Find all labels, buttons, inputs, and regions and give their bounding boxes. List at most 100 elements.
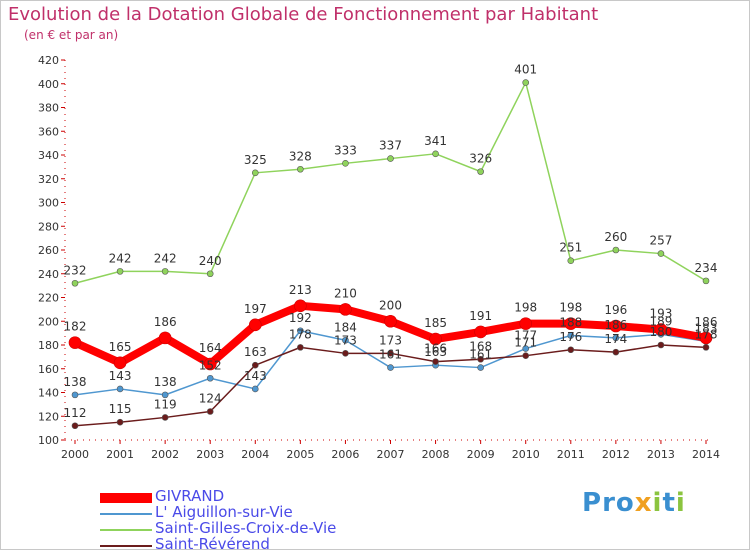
data-point-l-aiguillon-sur-vie	[342, 336, 349, 344]
data-label-saint-gilles-croix-de-vie: 326	[469, 152, 492, 166]
data-point-saint-gilles-croix-de-vie	[612, 246, 620, 254]
legend-swatch	[100, 513, 152, 515]
x-tick-label: 2009	[467, 448, 495, 461]
data-label-givrand: 165	[109, 340, 132, 354]
data-label-l-aiguillon-sur-vie: 152	[199, 358, 222, 372]
data-point-givrand	[564, 317, 578, 330]
data-label-saint-r-v-rend: 176	[559, 330, 582, 344]
data-point-saint-r-v-rend	[702, 344, 710, 351]
data-point-givrand	[294, 299, 307, 313]
x-tick-label: 2008	[422, 448, 450, 461]
data-point-saint-gilles-croix-de-vie	[522, 79, 530, 86]
data-label-givrand: 200	[379, 298, 402, 312]
x-tick-label: 2011	[557, 448, 585, 461]
x-tick-label: 2013	[647, 448, 675, 461]
data-point-saint-r-v-rend	[116, 418, 124, 426]
data-label-saint-gilles-croix-de-vie: 234	[695, 261, 718, 275]
data-label-saint-gilles-croix-de-vie: 325	[244, 153, 267, 167]
data-label-l-aiguillon-sur-vie: 161	[469, 348, 492, 362]
data-point-l-aiguillon-sur-vie	[297, 327, 304, 335]
data-point-saint-gilles-croix-de-vie	[432, 150, 439, 158]
x-tick-label: 2005	[286, 448, 314, 461]
data-label-givrand: 210	[334, 286, 357, 300]
x-tick-label: 2007	[377, 448, 405, 461]
data-point-saint-gilles-croix-de-vie	[116, 268, 124, 275]
logo-letter: r	[602, 488, 616, 518]
y-tick-label: 100	[38, 434, 59, 447]
data-label-saint-gilles-croix-de-vie: 242	[109, 251, 132, 265]
x-tick-label: 2014	[692, 448, 720, 461]
data-point-saint-gilles-croix-de-vie	[567, 257, 575, 264]
data-point-saint-r-v-rend	[342, 350, 349, 357]
data-point-saint-r-v-rend	[251, 361, 259, 369]
y-tick-label: 200	[38, 315, 59, 328]
data-point-saint-gilles-croix-de-vie	[387, 155, 394, 162]
y-tick-label: 140	[38, 387, 59, 400]
data-label-givrand: 191	[469, 309, 492, 323]
data-label-saint-r-v-rend: 171	[514, 336, 537, 350]
logo-letter: t	[662, 488, 676, 518]
data-label-saint-r-v-rend: 178	[695, 327, 718, 341]
data-label-saint-r-v-rend: 173	[334, 333, 357, 347]
data-label-l-aiguillon-sur-vie: 163	[424, 345, 447, 359]
y-tick-label: 360	[38, 125, 59, 138]
data-point-saint-gilles-croix-de-vie	[251, 169, 259, 177]
data-label-givrand: 186	[154, 315, 177, 329]
y-tick-label: 340	[38, 149, 59, 162]
data-label-givrand: 186	[695, 315, 718, 329]
data-point-saint-gilles-croix-de-vie	[477, 168, 484, 175]
chart-title: Evolution de la Dotation Globale de Fonc…	[8, 4, 599, 25]
data-label-givrand: 182	[64, 320, 87, 334]
proxiti-logo: Proxiti	[582, 488, 686, 518]
data-label-saint-r-v-rend: 163	[244, 345, 267, 359]
data-point-saint-r-v-rend	[522, 352, 530, 359]
y-tick-label: 280	[38, 220, 59, 233]
data-label-l-aiguillon-sur-vie: 143	[109, 369, 132, 383]
data-label-saint-gilles-croix-de-vie: 240	[199, 254, 222, 268]
y-tick-label: 180	[38, 339, 59, 352]
data-point-saint-gilles-croix-de-vie	[702, 277, 710, 285]
legend-label: Saint-Gilles-Croix-de-Vie	[155, 519, 337, 537]
data-label-l-aiguillon-sur-vie: 143	[244, 369, 267, 383]
data-label-l-aiguillon-sur-vie: 138	[154, 375, 177, 389]
legend-label: L' Aiguillon-sur-Vie	[155, 503, 293, 521]
x-tick-label: 2000	[61, 448, 89, 461]
data-label-saint-gilles-croix-de-vie: 260	[604, 230, 627, 244]
data-label-saint-gilles-croix-de-vie: 328	[289, 149, 312, 163]
data-point-saint-gilles-croix-de-vie	[71, 279, 79, 287]
data-point-saint-r-v-rend	[387, 350, 394, 357]
x-tick-label: 2001	[106, 448, 134, 461]
data-point-givrand	[158, 331, 172, 345]
y-tick-label: 420	[38, 54, 59, 67]
data-label-l-aiguillon-sur-vie: 161	[379, 348, 402, 362]
y-tick-label: 220	[38, 292, 59, 305]
data-point-l-aiguillon-sur-vie	[251, 385, 259, 393]
data-label-l-aiguillon-sur-vie: 138	[64, 375, 87, 389]
x-tick-label: 2010	[512, 448, 540, 461]
data-point-saint-r-v-rend	[71, 422, 79, 430]
data-point-givrand	[68, 336, 82, 349]
data-label-givrand: 164	[199, 341, 222, 355]
logo-letter: o	[615, 488, 635, 518]
data-label-l-aiguillon-sur-vie: 184	[334, 320, 357, 334]
data-point-givrand	[609, 319, 623, 333]
data-label-l-aiguillon-sur-vie: 192	[289, 311, 312, 325]
data-point-givrand	[654, 323, 668, 336]
data-point-givrand	[113, 356, 127, 370]
x-tick-label: 2003	[196, 448, 224, 461]
data-point-l-aiguillon-sur-vie	[71, 391, 79, 399]
data-point-saint-r-v-rend	[657, 341, 665, 349]
data-point-l-aiguillon-sur-vie	[116, 385, 124, 393]
data-label-saint-r-v-rend: 119	[154, 397, 177, 411]
data-label-saint-gilles-croix-de-vie: 333	[334, 143, 357, 157]
logo-letter: i	[652, 488, 663, 518]
data-point-givrand	[339, 303, 352, 316]
data-label-saint-r-v-rend: 168	[469, 339, 492, 353]
data-label-l-aiguillon-sur-vie: 189	[649, 314, 672, 328]
y-tick-label: 120	[38, 410, 59, 423]
data-label-saint-gilles-croix-de-vie: 337	[379, 139, 402, 153]
data-point-givrand	[248, 318, 262, 332]
data-point-saint-r-v-rend	[432, 358, 439, 365]
data-point-l-aiguillon-sur-vie	[206, 374, 214, 382]
